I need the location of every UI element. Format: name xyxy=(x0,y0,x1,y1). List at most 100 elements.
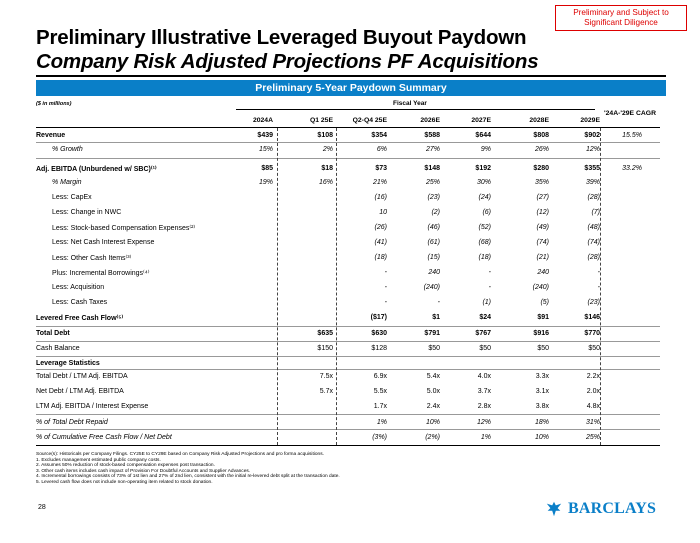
cell-value: 27% xyxy=(425,146,440,153)
footnote-4: 4. Incremental borrowings consists of 73… xyxy=(36,474,340,480)
cell-value: (23) xyxy=(427,194,440,201)
cell-value: (28) xyxy=(587,194,600,201)
cell-value: $791 xyxy=(424,330,440,337)
cagr-header: '24A-'29E CAGR xyxy=(604,110,656,117)
cell-value: $635 xyxy=(317,330,333,337)
row-label: % of Cumulative Free Cash Flow / Net Deb… xyxy=(36,434,172,441)
cell-value: (21) xyxy=(536,254,549,261)
cell-value: (7) xyxy=(591,209,600,216)
cell-value: (3%) xyxy=(372,434,387,441)
cell-value: (6) xyxy=(482,209,491,216)
cell-value: $50 xyxy=(588,345,600,352)
projection-divider xyxy=(277,128,278,445)
cell-value: 4.0x xyxy=(477,373,491,380)
table-row: LTM Adj. EBITDA / Interest Expense 1.7x 2.… xyxy=(36,402,660,414)
table-row: Less: Cash Taxes - - (1) (5) (23) xyxy=(36,298,660,310)
cell-value: (1) xyxy=(482,299,491,306)
footnote-source: Source(s): Historicals per Company Filin… xyxy=(36,452,324,457)
cell-value: 240 xyxy=(428,269,440,276)
cell-value: 6.9x xyxy=(373,373,387,380)
cell-value: 30% xyxy=(476,179,491,186)
cell-value: ($17) xyxy=(370,314,387,321)
cell-value: - xyxy=(488,284,491,291)
table-rule xyxy=(36,356,660,357)
column-header: Q2-Q4 25E xyxy=(352,117,387,124)
cell-value: 3.7x xyxy=(477,388,491,395)
cell-value: (2) xyxy=(431,209,440,216)
cell-value: 1% xyxy=(376,419,387,426)
cell-value: $354 xyxy=(371,132,387,139)
cell-value: - xyxy=(597,284,600,291)
cell-value: $767 xyxy=(475,330,491,337)
row-label: Less: Net Cash Interest Expense xyxy=(52,239,155,246)
row-label: Levered Free Cash Flow⁽⁵⁾ xyxy=(36,315,124,322)
table-row: % of Total Debt Repaid 1% 10% 12% 18% 31% xyxy=(36,418,660,430)
table-rule xyxy=(36,142,660,143)
cell-value: 10% xyxy=(425,419,440,426)
fiscal-year-header: Fiscal Year xyxy=(393,100,427,107)
table-row: Less: Other Cash Items⁽³⁾ (18) (15) (18) (21… xyxy=(36,253,660,265)
cell-value: 18% xyxy=(534,419,549,426)
cell-value: (68) xyxy=(478,239,491,246)
cell-value: 26% xyxy=(534,146,549,153)
column-header: 2028E xyxy=(529,117,549,124)
cell-value: 21% xyxy=(372,179,387,186)
cell-value: $280 xyxy=(533,165,549,172)
cell-value: (28) xyxy=(587,254,600,261)
cell-value: (61) xyxy=(427,239,440,246)
cell-value: $85 xyxy=(261,165,273,172)
cell-value: - xyxy=(384,269,387,276)
cell-value: 5.4x xyxy=(426,373,440,380)
table-row: Less: Net Cash Interest Expense (41) (61) (… xyxy=(36,238,660,250)
table-rule xyxy=(36,341,660,342)
row-label: Less: CapEx xyxy=(52,194,92,201)
cell-value: (18) xyxy=(478,254,491,261)
table-row: Less: Stock-based Compensation Expenses⁽… xyxy=(36,223,660,235)
cell-value: 5.5x xyxy=(373,388,387,395)
cell-value: $355 xyxy=(584,165,600,172)
cell-value: 2% xyxy=(322,146,333,153)
footnotes: Source(s): Historicals per Company Filin… xyxy=(36,452,340,486)
cell-value: $902 xyxy=(584,132,600,139)
column-header: 2026E xyxy=(420,117,440,124)
cell-value: 1.7x xyxy=(373,403,387,410)
cell-value: (18) xyxy=(374,254,387,261)
cell-value: 15% xyxy=(258,146,273,153)
table-rule xyxy=(36,429,660,430)
cell-value: 4.8x xyxy=(586,403,600,410)
projection-divider xyxy=(336,128,337,445)
cell-value: (46) xyxy=(427,224,440,231)
projection-divider xyxy=(600,128,601,445)
table-row: Net Debt / LTM Adj. EBITDA 5.7x 5.5x 5.0x 3.… xyxy=(36,387,660,399)
column-header: 2024A xyxy=(252,117,273,124)
cell-value: 2.4x xyxy=(426,403,440,410)
cell-value: 25% xyxy=(585,434,600,441)
row-label: Total Debt / LTM Adj. EBITDA xyxy=(36,373,128,380)
cell-value: - xyxy=(488,269,491,276)
cell-value: - xyxy=(384,299,387,306)
cell-value: 12% xyxy=(476,419,491,426)
cell-value: 39% xyxy=(585,179,600,186)
cell-value: $91 xyxy=(537,314,549,321)
cell-value: - xyxy=(384,284,387,291)
page-title: Preliminary Illustrative Leveraged Buyou… xyxy=(36,26,527,49)
cell-value: (2%) xyxy=(425,434,440,441)
cell-value: $588 xyxy=(424,132,440,139)
cell-value: 31% xyxy=(585,419,600,426)
cell-value: 10% xyxy=(534,434,549,441)
cell-value: $1 xyxy=(432,314,440,321)
cell-value: (24) xyxy=(478,194,491,201)
table-row: % Margin 19% 16% 21% 25% 30% 35% 39% xyxy=(36,178,660,190)
cell-value: $192 xyxy=(475,165,491,172)
cell-value: 3.1x xyxy=(535,388,549,395)
cell-value: (12) xyxy=(536,209,549,216)
cell-value: (26) xyxy=(374,224,387,231)
cell-value: 5.7x xyxy=(319,388,333,395)
cell-value: $50 xyxy=(479,345,491,352)
cell-value: (49) xyxy=(536,224,549,231)
cell-value: $50 xyxy=(537,345,549,352)
row-label: % of Total Debt Repaid xyxy=(36,419,108,426)
table-row: Leverage Statistics xyxy=(36,359,660,371)
table-rule xyxy=(36,158,660,159)
cell-value: - xyxy=(597,269,600,276)
